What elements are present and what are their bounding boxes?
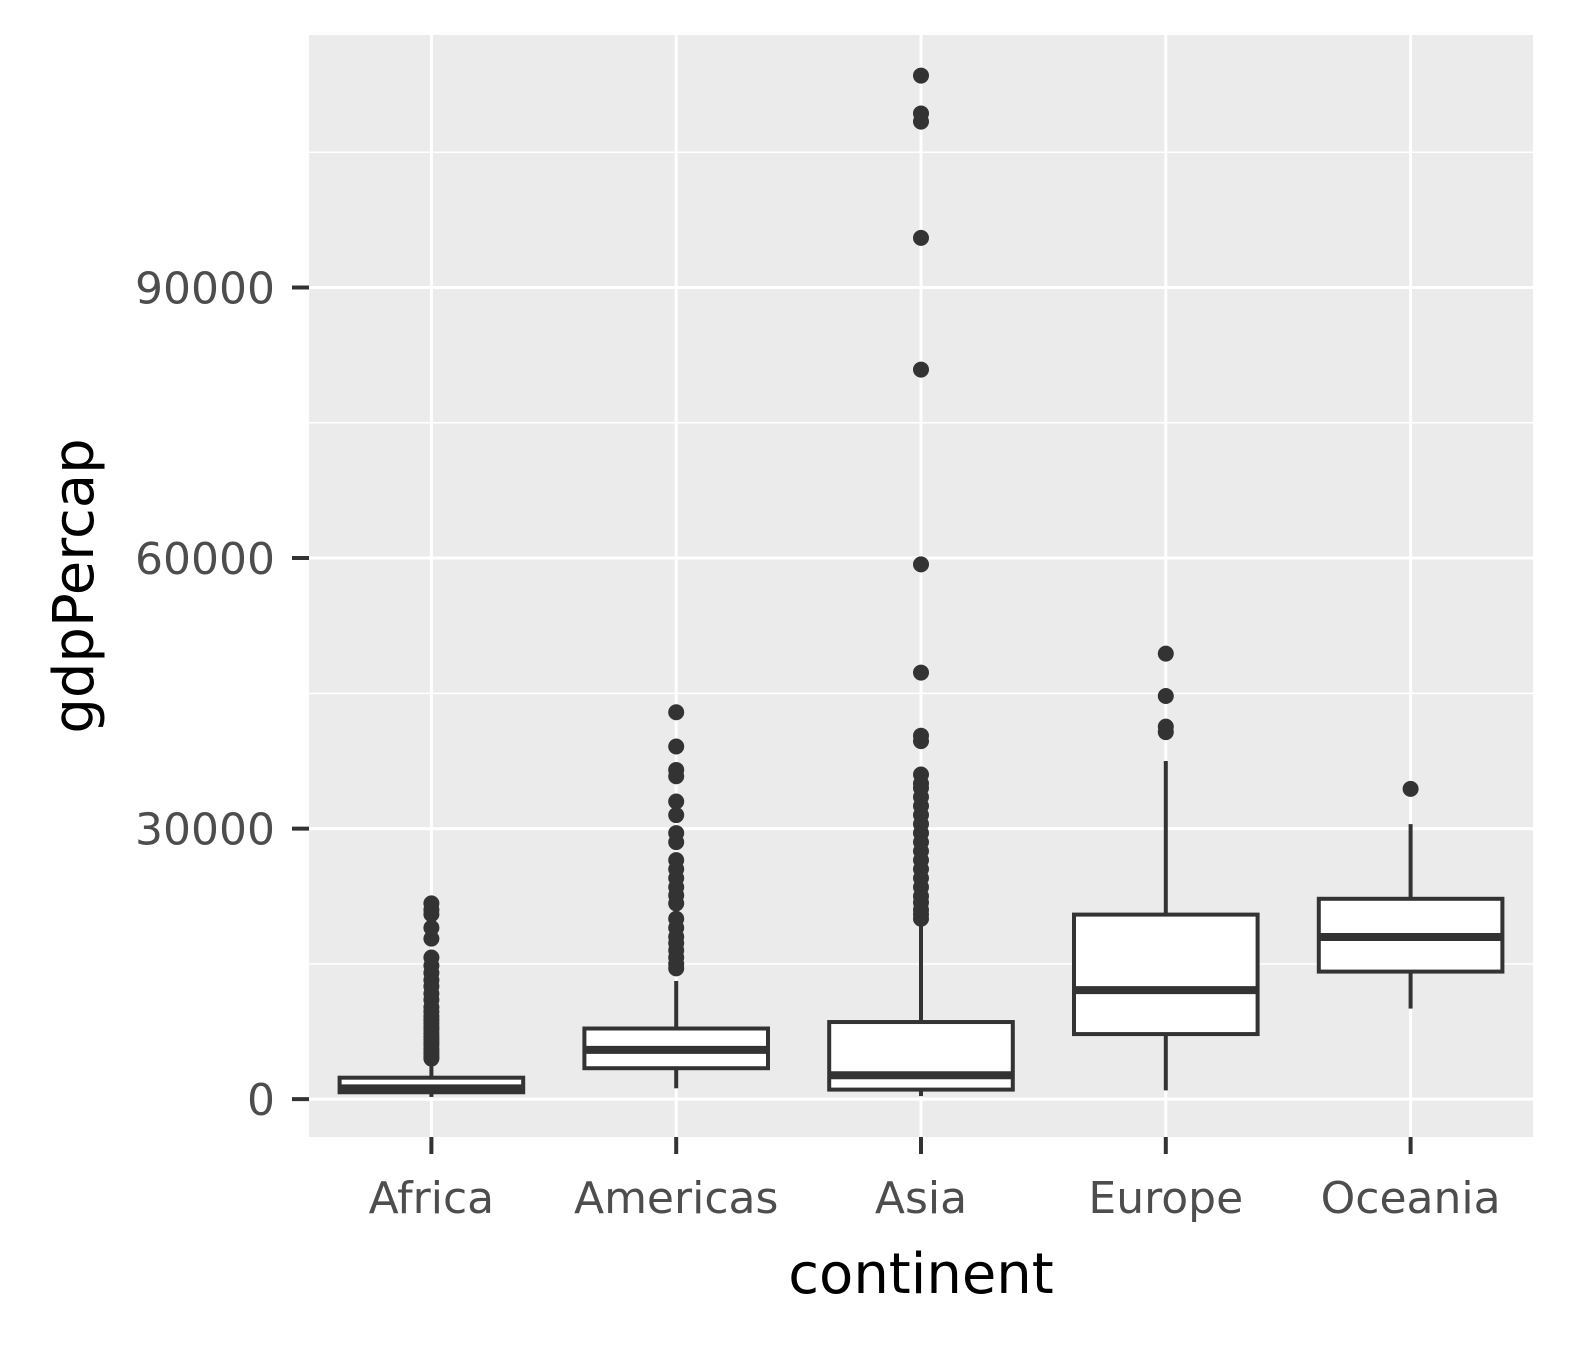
iqr-box [1072,912,1260,1037]
y-tick-label: 90000 [135,264,275,315]
boxes-layer [337,67,1505,1097]
outlier-point [1402,780,1419,797]
box-asia [827,67,1015,1097]
outlier-point [668,910,685,927]
outlier-point [1157,645,1174,662]
box-africa [337,895,526,1097]
outlier-point [913,361,929,378]
x-tick-label-oceania: Oceania [1321,1173,1501,1224]
x-tick-label-africa: Africa [369,1173,495,1224]
outlier-point [423,919,440,936]
outlier-point [668,761,685,778]
box-europe [1072,645,1260,1091]
outlier-point [913,105,929,122]
outlier-point [1157,718,1174,735]
outlier-point [668,825,685,842]
outlier-point [913,67,929,84]
x-tick-label-asia: Asia [875,1173,967,1224]
iqr-box [827,1020,1015,1092]
x-tick-label-americas: Americas [574,1173,778,1224]
box-oceania [1316,780,1505,1009]
outlier-point [423,949,440,966]
x-axis-title: continent [788,1242,1053,1307]
outlier-point [668,704,685,721]
outlier-point [1157,688,1174,705]
y-tick-label: 30000 [135,805,275,856]
outlier-point [668,738,685,755]
outlier-point [668,793,685,810]
x-tick-label-europe: Europe [1088,1173,1243,1224]
outlier-point [423,895,440,912]
y-tick-label: 60000 [135,534,275,585]
outlier-point [913,766,929,783]
outlier-point [668,852,685,869]
outlier-point [913,556,929,573]
outlier-point [913,664,929,681]
y-axis-title: gdpPercap [42,438,107,733]
y-tick-label: 0 [247,1075,275,1126]
box-americas [582,704,771,1089]
outlier-point [913,727,929,744]
axes-layer: 0 30000 60000 90000 Africa Americas Asia Europe… [135,264,1501,1224]
outlier-point [913,229,929,246]
outlier-point [668,807,685,824]
